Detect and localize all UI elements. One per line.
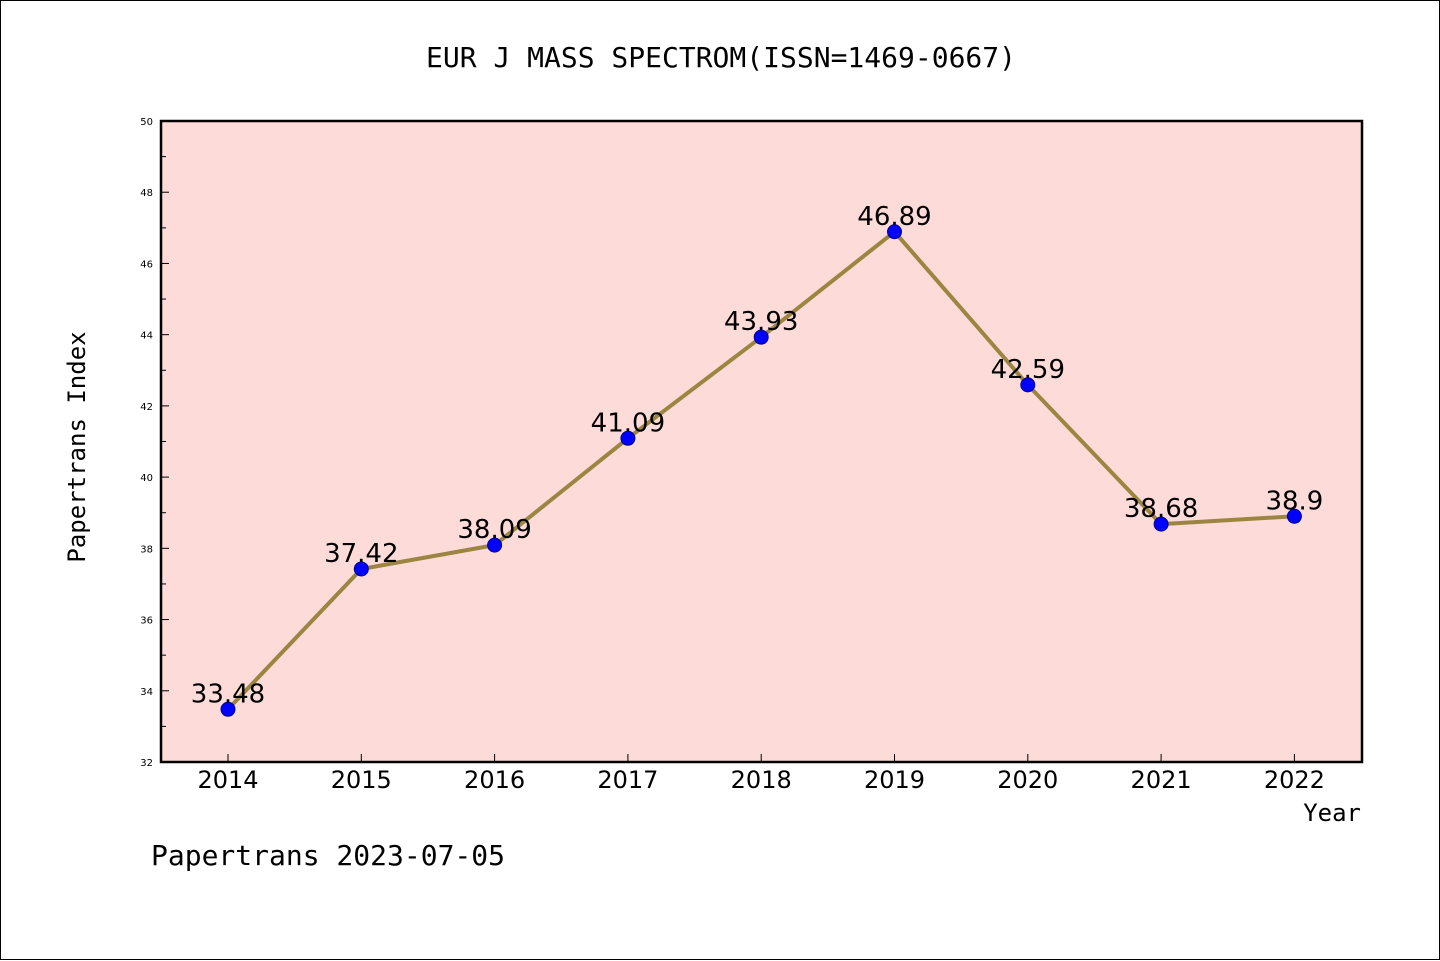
data-point [1286, 508, 1302, 524]
data-point [620, 430, 636, 446]
x-tick-label: 2017 [597, 766, 658, 794]
y-tick-label: 40 [140, 473, 153, 484]
plot-border [159, 119, 1364, 764]
y-tick-label: 50 [140, 117, 153, 128]
y-tick-label: 42 [140, 402, 153, 413]
x-tick-label: 2014 [197, 766, 258, 794]
plot-area [161, 121, 1362, 762]
data-point [1020, 377, 1036, 393]
data-point [753, 329, 769, 345]
data-point [1153, 516, 1169, 532]
y-axis-ticks: 32 34 36 38 40 42 44 46 48 50 [140, 117, 169, 769]
x-axis-ticks: 2014 2015 2016 2017 2018 2019 2020 2021 2022 [197, 754, 1325, 794]
data-point [487, 537, 503, 553]
x-tick-label: 2018 [731, 766, 792, 794]
footer-text: Papertrans 2023-07-05 [151, 839, 505, 872]
data-point [887, 224, 902, 240]
y-tick-label: 36 [140, 616, 153, 627]
x-tick-label: 2020 [997, 766, 1058, 794]
data-point [220, 701, 236, 717]
x-tick-label: 2019 [864, 766, 925, 794]
x-tick-label: 2021 [1131, 766, 1192, 794]
x-tick-label: 2015 [331, 766, 392, 794]
x-axis-label: Year [1303, 799, 1361, 827]
y-tick-label: 48 [140, 188, 153, 199]
y-tick-label: 46 [140, 259, 153, 270]
series-layer: 33.4837.4238.0941.0943.9346.8942.5938.68… [191, 202, 1323, 717]
data-point [353, 561, 369, 577]
y-tick-label: 38 [140, 544, 153, 555]
x-tick-label: 2016 [464, 766, 525, 794]
y-tick-label: 32 [140, 758, 153, 769]
y-tick-label: 44 [140, 331, 153, 342]
y-tick-label: 34 [140, 687, 153, 698]
x-tick-label: 2022 [1264, 766, 1325, 794]
y-axis-label: Papertrans Index [63, 331, 91, 562]
chart-title: EUR J MASS SPECTROM(ISSN=1469-0667) [426, 41, 1016, 74]
